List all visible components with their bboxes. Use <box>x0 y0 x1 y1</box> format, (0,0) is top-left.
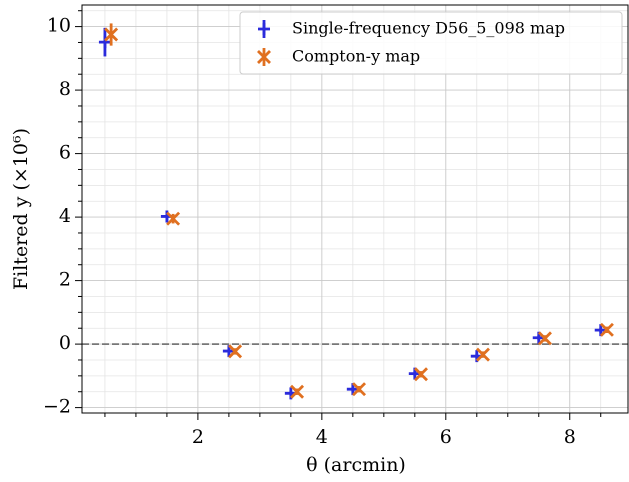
x-tick-label: 8 <box>564 426 576 448</box>
x-tick-label: 4 <box>316 426 328 448</box>
marker <box>414 367 428 382</box>
x-tick-label: 2 <box>192 426 204 448</box>
legend-label: Compton-y map <box>292 47 420 66</box>
y-tick-label: 0 <box>59 332 71 354</box>
marker <box>346 383 359 396</box>
y-axis-label: Filtered y (×10⁶) <box>10 128 32 290</box>
marker <box>104 27 119 42</box>
plot-frame <box>81 4 629 414</box>
marker <box>98 36 111 49</box>
y-tick-label: 4 <box>59 205 71 227</box>
y-tick-label: −2 <box>43 396 71 418</box>
marker <box>475 347 490 362</box>
legend-label: Single-frequency D56_5_098 map <box>292 19 565 38</box>
y-tick-label: 8 <box>59 78 71 100</box>
y-tick-label: 6 <box>59 142 71 164</box>
marker <box>290 384 305 399</box>
x-tick-label: 6 <box>440 426 452 448</box>
marker <box>537 331 552 346</box>
marker <box>166 211 181 226</box>
y-tick-label: 2 <box>59 269 71 291</box>
marker <box>228 344 243 359</box>
marker <box>352 382 367 397</box>
x-axis-label: θ (arcmin) <box>306 454 406 476</box>
legend-box <box>239 11 623 75</box>
marker <box>599 322 614 337</box>
y-tick-label: 10 <box>47 15 71 37</box>
